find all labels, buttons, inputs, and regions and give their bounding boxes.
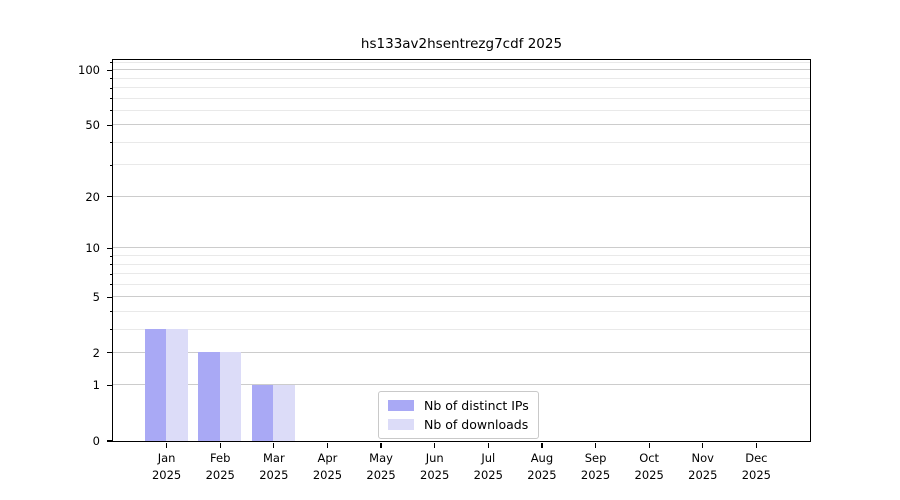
x-tick-label: Dec 2025 [741,451,772,482]
y-minor-tick-mark [109,329,113,331]
x-tick-mark [487,442,489,448]
x-tick-mark [594,442,597,448]
major-gridline [112,296,810,298]
major-gridline [112,69,810,71]
y-tick-label: 0 [92,434,100,448]
y-tick-mark [106,440,113,442]
major-gridline [112,195,810,197]
y-minor-tick-mark [109,284,113,286]
x-tick-label: Aug 2025 [527,451,557,482]
y-tick-mark [106,384,113,386]
x-tick-mark [273,442,275,448]
bar-nb-of-downloads-jan [166,329,188,441]
y-tick-label: 2 [92,345,100,360]
x-tick-mark [648,442,650,448]
x-tick-label: Mar 2025 [259,451,289,482]
minor-gridline [112,283,810,285]
y-tick-mark [106,124,113,126]
y-minor-tick-mark [109,78,113,80]
minor-gridline [112,87,810,89]
minor-gridline [112,263,810,265]
x-tick-mark [166,442,168,448]
major-gridline [112,384,810,386]
y-tick-mark [106,352,113,354]
x-tick-label: Jun 2025 [420,451,450,482]
y-tick-label: 5 [92,290,100,305]
y-minor-tick-mark [109,311,113,313]
major-gridline [112,124,810,126]
legend-swatch-distinct-ips [388,400,414,411]
x-tick-mark [755,442,757,448]
y-tick-mark [106,195,113,198]
y-tick-label: 1 [92,378,100,393]
major-gridline [112,351,810,353]
x-tick-label: Nov 2025 [688,451,718,482]
y-minor-tick-mark [109,98,113,100]
minor-gridline [112,310,810,312]
x-tick-label: Jan 2025 [151,451,182,482]
y-tick-label: 50 [85,118,100,133]
y-minor-tick-mark [109,142,113,144]
x-tick-label: Feb 2025 [205,451,235,482]
minor-gridline [112,273,810,275]
legend-swatch-downloads [388,419,414,430]
bar-nb-of-distinct-ips-feb [198,352,220,441]
x-tick-label: May 2025 [366,451,396,482]
x-tick-mark [326,442,329,448]
y-tick-mark [106,296,113,298]
plot-area [111,58,811,442]
minor-gridline [112,109,810,111]
bar-nb-of-distinct-ips-mar [251,384,274,441]
minor-gridline [112,97,810,99]
chart-title: hs133av2hsentrezg7cdf 2025 [360,36,563,52]
y-minor-tick-mark [109,164,113,166]
x-tick-mark [219,442,221,448]
x-tick-mark [380,442,382,448]
legend-label-downloads: Nb of downloads [424,417,529,432]
x-tick-label: Sep 2025 [580,451,611,482]
minor-gridline [112,164,810,166]
y-tick-mark [106,69,113,71]
minor-gridline [112,328,810,330]
x-tick-label: Jul 2025 [473,451,503,482]
legend-item-downloads: Nb of downloads [388,417,529,432]
x-tick-label: Apr 2025 [312,451,343,482]
legend-label-distinct-ips: Nb of distinct IPs [424,398,529,413]
y-minor-tick-mark [109,87,113,89]
x-tick-mark [702,442,704,448]
bar-nb-of-distinct-ips-jan [144,329,167,441]
y-minor-tick-mark [109,255,113,257]
bar-nb-of-downloads-mar [273,384,295,441]
y-minor-tick-mark [109,264,113,266]
major-gridline [112,247,810,249]
y-tick-mark [106,247,113,250]
legend-item-distinct-ips: Nb of distinct IPs [388,398,529,413]
y-tick-label: 20 [85,189,100,204]
y-minor-tick-mark [109,110,113,112]
minor-gridline [112,255,810,257]
x-tick-label: Oct 2025 [634,451,664,482]
y-minor-tick-mark [109,62,113,64]
y-minor-tick-mark [109,273,113,275]
y-tick-label: 10 [85,241,100,256]
minor-gridline [112,61,810,63]
x-tick-mark [434,442,436,448]
minor-gridline [112,141,810,143]
bar-nb-of-downloads-feb [219,352,242,441]
minor-gridline [112,77,810,79]
y-tick-label: 100 [78,63,100,78]
x-tick-mark [541,442,543,448]
legend: Nb of distinct IPs Nb of downloads [378,391,539,439]
